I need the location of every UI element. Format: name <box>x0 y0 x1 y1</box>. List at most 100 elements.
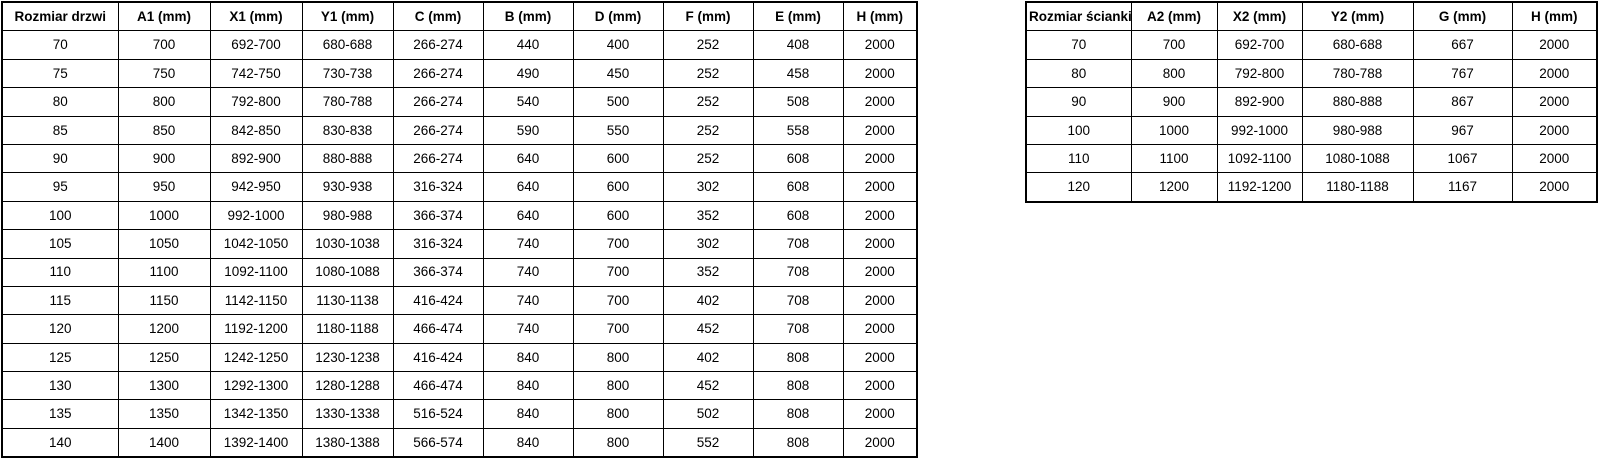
table-cell: 1080-1088 <box>301 257 394 287</box>
table-cell: 1192-1200 <box>1216 172 1303 203</box>
table-cell: 100 <box>1025 115 1132 145</box>
table-cell: 516-524 <box>392 399 484 429</box>
table-cell: 452 <box>662 314 754 344</box>
table-cell: 540 <box>482 87 574 117</box>
column-header: E (mm) <box>752 1 844 32</box>
table-row: 90 900 892-900 880-888 867 2000 <box>1025 87 1598 117</box>
table-cell: 967 <box>1412 115 1513 145</box>
table-cell: 140 <box>1 427 119 458</box>
table-cell: 780-788 <box>301 87 394 117</box>
table-cell: 900 <box>1130 87 1218 117</box>
table-cell: 90 <box>1025 87 1132 117</box>
table-cell: 402 <box>662 342 754 373</box>
table-cell: 792-800 <box>1216 58 1303 89</box>
table-row: 115 1150 1142-1150 1130-1138 416-424 740 700 40… <box>1 285 918 316</box>
table-cell: 266-274 <box>392 30 484 60</box>
table-cell: 400 <box>572 30 664 60</box>
table-cell: 466-474 <box>392 371 484 401</box>
table-cell: 302 <box>662 172 754 202</box>
table-cell: 640 <box>482 172 574 202</box>
table-cell: 700 <box>1130 30 1218 60</box>
table-cell: 440 <box>482 30 574 60</box>
table-cell: 608 <box>752 200 844 231</box>
table-cell: 1050 <box>117 229 211 259</box>
table-cell: 1100 <box>1130 143 1218 174</box>
table-cell: 600 <box>572 143 664 174</box>
table-cell: 808 <box>752 342 844 373</box>
table-cell: 452 <box>662 371 754 401</box>
table-cell: 700 <box>572 229 664 259</box>
table-cell: 800 <box>117 87 211 117</box>
table-cell: 808 <box>752 399 844 429</box>
table-cell: 316-324 <box>392 172 484 202</box>
column-header: Rozmiar ścianki <box>1025 1 1132 32</box>
table-cell: 85 <box>1 115 119 145</box>
table-cell: 252 <box>662 30 754 60</box>
table-cell: 120 <box>1 314 119 344</box>
column-header: Rozmiar drzwi <box>1 1 119 32</box>
column-header: A2 (mm) <box>1130 1 1218 32</box>
table-row: 125 1250 1242-1250 1230-1238 416-424 840 800 40… <box>1 342 918 373</box>
table-cell: 800 <box>572 342 664 373</box>
table-cell: 950 <box>117 172 211 202</box>
column-header: A1 (mm) <box>117 1 211 32</box>
table-cell: 700 <box>572 285 664 316</box>
table-cell: 1042-1050 <box>209 229 303 259</box>
table-cell: 708 <box>752 285 844 316</box>
table-cell: 75 <box>1 58 119 89</box>
table-cell: 780-788 <box>1301 58 1414 89</box>
column-header: H (mm) <box>842 1 918 32</box>
table-cell: 2000 <box>842 58 918 89</box>
table-cell: 708 <box>752 257 844 287</box>
table-cell: 266-274 <box>392 58 484 89</box>
table-cell: 1030-1038 <box>301 229 394 259</box>
table-cell: 80 <box>1025 58 1132 89</box>
table-cell: 402 <box>662 285 754 316</box>
table-cell: 867 <box>1412 87 1513 117</box>
table-row: 130 1300 1292-1300 1280-1288 466-474 840 800 45… <box>1 371 918 401</box>
table-cell: 110 <box>1025 143 1132 174</box>
table-cell: 708 <box>752 314 844 344</box>
table-row: 100 1000 992-1000 980-988 967 2000 <box>1025 115 1598 145</box>
table-row: 95 950 942-950 930-938 316-324 640 600 302 608 20… <box>1 172 918 202</box>
table-cell: 2000 <box>842 172 918 202</box>
table-row: 120 1200 1192-1200 1180-1188 1167 2000 <box>1025 172 1598 203</box>
table-cell: 252 <box>662 143 754 174</box>
table-cell: 980-988 <box>301 200 394 231</box>
table-cell: 680-688 <box>1301 30 1414 60</box>
table-cell: 2000 <box>842 342 918 373</box>
table-cell: 352 <box>662 257 754 287</box>
table-cell: 2000 <box>1511 87 1598 117</box>
table-cell: 2000 <box>842 87 918 117</box>
table-cell: 900 <box>117 143 211 174</box>
table-cell: 2000 <box>1511 115 1598 145</box>
table-cell: 930-938 <box>301 172 394 202</box>
column-header: Y1 (mm) <box>301 1 394 32</box>
wall-size-table: Rozmiar ścianki A2 (mm) X2 (mm) Y2 (mm) G (m… <box>1025 1 1598 203</box>
table-cell: 70 <box>1025 30 1132 60</box>
table-cell: 992-1000 <box>209 200 303 231</box>
table-cell: 80 <box>1 87 119 117</box>
table-cell: 640 <box>482 200 574 231</box>
table-cell: 2000 <box>842 371 918 401</box>
table-row: 75 750 742-750 730-738 266-274 490 450 252 458 20… <box>1 58 918 89</box>
table-cell: 1067 <box>1412 143 1513 174</box>
table-cell: 1280-1288 <box>301 371 394 401</box>
table-cell: 2000 <box>842 285 918 316</box>
column-header: G (mm) <box>1412 1 1513 32</box>
table-cell: 680-688 <box>301 30 394 60</box>
table-cell: 840 <box>482 427 574 458</box>
table-cell: 1150 <box>117 285 211 316</box>
table-cell: 1130-1138 <box>301 285 394 316</box>
table-row: 80 800 792-800 780-788 266-274 540 500 252 508 20… <box>1 87 918 117</box>
column-header: X1 (mm) <box>209 1 303 32</box>
table-cell: 502 <box>662 399 754 429</box>
header-row: Rozmiar drzwi A1 (mm) X1 (mm) Y1 (mm) C (mm)… <box>1 1 918 32</box>
table-cell: 740 <box>482 314 574 344</box>
table-cell: 100 <box>1 200 119 231</box>
table-cell: 1092-1100 <box>1216 143 1303 174</box>
table-cell: 120 <box>1025 172 1132 203</box>
column-header: F (mm) <box>662 1 754 32</box>
table-cell: 366-374 <box>392 200 484 231</box>
